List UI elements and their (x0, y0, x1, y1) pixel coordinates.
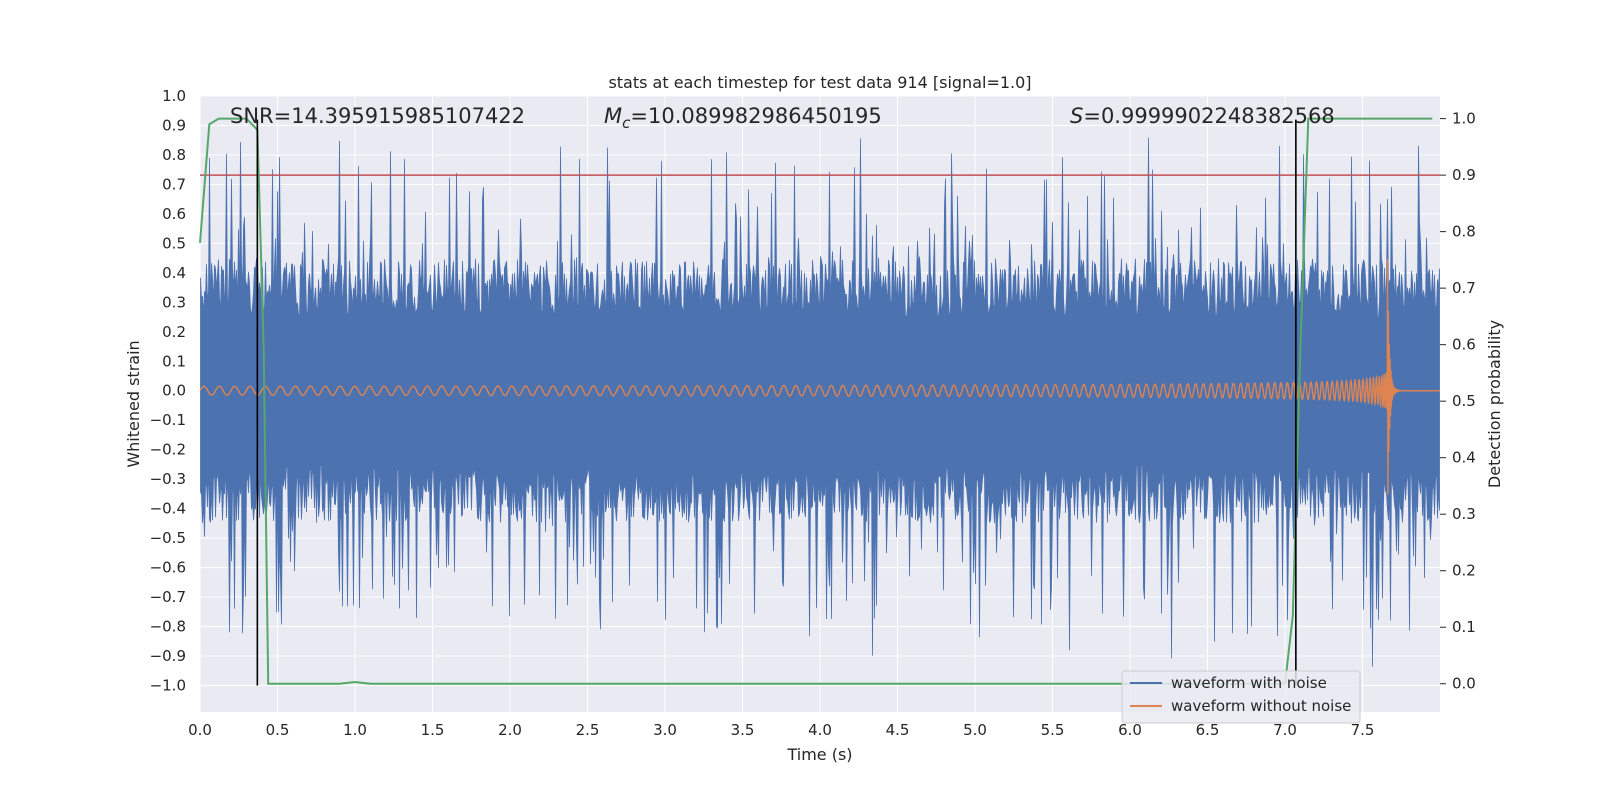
tick-labels: −1.0 −0.9 −0.8 −0.7 −0.6 −0.5 −0.4 −0.3 −0.2 −0.1… (150, 87, 1476, 739)
x-tick-label: 7.0 (1273, 721, 1297, 739)
x-tick-label: 7.5 (1351, 721, 1375, 739)
x-tick-label: 5.0 (963, 721, 987, 739)
x-tick-label: 2.0 (498, 721, 522, 739)
x-tick-label: 5.5 (1041, 721, 1065, 739)
y-tick-label: 0.4 (162, 264, 186, 282)
y-axis-label: Whitened strain (124, 340, 143, 467)
y-tick-label: 0.5 (162, 234, 186, 252)
y-tick-label: 0.2 (162, 323, 186, 341)
y-tick-label: −1.0 (150, 676, 186, 694)
chirp-mass-subscript: c (622, 114, 631, 132)
x-tick-label: 2.5 (576, 721, 600, 739)
y-tick-label: 0.9 (162, 116, 186, 134)
x-tick-label: 3.5 (731, 721, 755, 739)
statistic-symbol: S (1070, 104, 1083, 128)
legend-label-noise: waveform with noise (1171, 674, 1327, 692)
y-tick-label: −0.5 (150, 529, 186, 547)
y2-tick-label: 0.4 (1452, 449, 1476, 467)
y-tick-label: 1.0 (162, 87, 186, 105)
x-tick-label: 6.0 (1118, 721, 1142, 739)
y2-axis-label: Detection probability (1485, 320, 1504, 488)
chirp-mass-symbol: M (604, 104, 622, 128)
y-tick-label: −0.6 (150, 559, 186, 577)
statistic-value: =0.9999902248382568 (1083, 104, 1334, 128)
legend: waveform with noise waveform without noi… (1121, 670, 1361, 724)
y-tick-label: −0.4 (150, 500, 186, 518)
snr-annotation: SNR=14.395915985107422 (230, 104, 525, 128)
chart-title: stats at each timestep for test data 914… (608, 73, 1031, 92)
y2-tick-label: 0.3 (1452, 505, 1476, 523)
y-tick-label: −0.7 (150, 588, 186, 606)
x-tick-label: 6.5 (1196, 721, 1220, 739)
series-detection-probability (199, 117, 1433, 685)
data-series (199, 117, 1440, 685)
series-waveform-without-noise (199, 259, 1440, 495)
y-tick-label: 0.0 (162, 382, 186, 400)
y-tick-label: 0.8 (162, 146, 186, 164)
y-tick-label: −0.1 (150, 411, 186, 429)
x-tick-label: 3.0 (653, 721, 677, 739)
x-tick-label: 0.0 (188, 721, 212, 739)
x-tick-label: 0.5 (266, 721, 290, 739)
y-tick-label: −0.9 (150, 647, 186, 665)
chirp-mass-annotation: Mc=10.089982986450195 (604, 104, 882, 132)
y2-tick-label: 0.1 (1452, 618, 1476, 636)
marker-lines (256, 119, 1297, 686)
y-tick-label: 0.6 (162, 205, 186, 223)
x-tick-label: 1.0 (343, 721, 367, 739)
y2-tick-label: 0.6 (1452, 336, 1476, 354)
y2-tick-label: 0.9 (1452, 166, 1476, 184)
x-tick-label: 4.0 (808, 721, 832, 739)
y2-tick-label: 0.0 (1452, 675, 1476, 693)
y-tick-label: −0.3 (150, 470, 186, 488)
legend-box (1121, 670, 1361, 724)
chirp-mass-value: =10.089982986450195 (630, 104, 881, 128)
statistic-annotation: S=0.9999902248382568 (1070, 104, 1335, 128)
series-waveform-with-noise (200, 137, 1440, 667)
legend-label-clean: waveform without noise (1171, 697, 1351, 715)
x-tick-label: 1.5 (421, 721, 445, 739)
y2-tick-label: 0.2 (1452, 562, 1476, 580)
x-tick-label: 4.5 (886, 721, 910, 739)
y2-tick-label: 0.8 (1452, 223, 1476, 241)
y-tick-label: 0.7 (162, 175, 186, 193)
x-axis-label: Time (s) (786, 745, 852, 764)
y2-tick-label: 0.5 (1452, 392, 1476, 410)
y-tick-label: −0.8 (150, 618, 186, 636)
y-tick-label: −0.2 (150, 441, 186, 459)
y2-tick-label: 0.7 (1452, 279, 1476, 297)
y-tick-label: 0.3 (162, 293, 186, 311)
y-tick-label: 0.1 (162, 352, 186, 370)
y2-tick-label: 1.0 (1452, 110, 1476, 128)
